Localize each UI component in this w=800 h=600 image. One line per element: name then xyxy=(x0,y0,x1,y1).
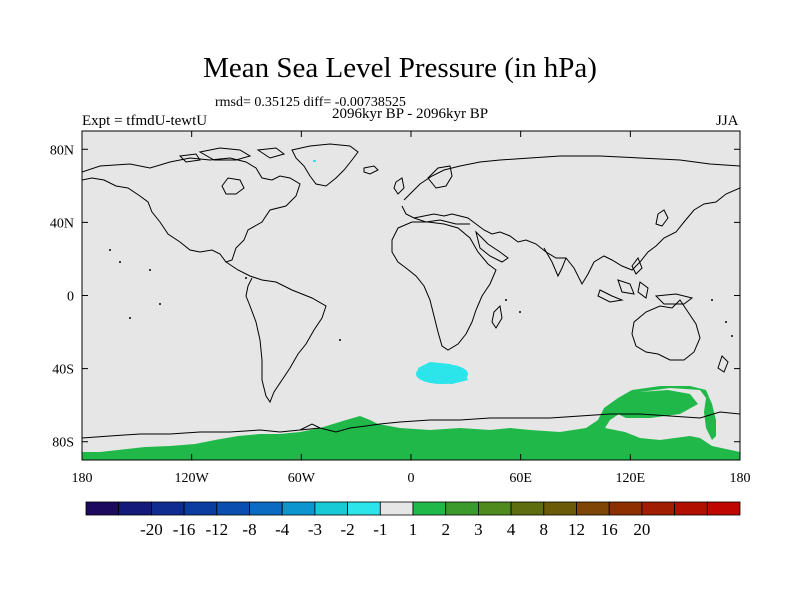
colorbar-label: -1 xyxy=(373,520,387,539)
coastline-north-america xyxy=(82,157,301,263)
lon-label: 180 xyxy=(72,471,93,486)
colorbar-label: 3 xyxy=(474,520,483,539)
colorbar-swatch xyxy=(576,501,610,516)
colorbar-swatch xyxy=(543,501,577,516)
colorbar-swatch xyxy=(216,501,250,516)
longitude-axis: 180 120W 60W 0 60E 120E 180 xyxy=(72,131,751,486)
positive-anomaly-region xyxy=(82,386,740,460)
colorbar-swatch xyxy=(249,501,283,516)
colorbar-swatch xyxy=(379,501,414,516)
colorbar-label: 8 xyxy=(540,520,549,539)
lon-label: 120E xyxy=(616,471,646,486)
colorbar-label: 4 xyxy=(507,520,516,539)
lon-label: 0 xyxy=(408,471,415,486)
colorbar-label: -2 xyxy=(341,520,355,539)
lat-label: 80S xyxy=(52,436,74,451)
colorbar-swatch xyxy=(510,501,545,516)
coastline-greenland xyxy=(291,143,359,187)
rmsd-diff-stats: rmsd= 0.35125 diff= -0.00738525 xyxy=(215,95,406,110)
colorbar-swatch xyxy=(641,501,676,516)
small-islands xyxy=(109,249,733,341)
colorbar-swatch xyxy=(118,501,152,516)
colorbar-label: 12 xyxy=(568,520,585,539)
coastline-australia xyxy=(631,299,701,361)
colorbar xyxy=(85,501,741,516)
lon-label: 60W xyxy=(288,471,316,486)
coastline-south-america xyxy=(225,261,327,404)
colorbar-swatch xyxy=(477,501,512,516)
lon-label: 120W xyxy=(175,471,210,486)
lon-label: 180 xyxy=(730,471,751,486)
colorbar-swatch xyxy=(674,501,708,516)
colorbar-swatch xyxy=(85,501,120,516)
coastlines xyxy=(82,143,740,439)
lat-label: 40S xyxy=(52,363,74,378)
colorbar-label: 2 xyxy=(441,520,450,539)
colorbar-label: 1 xyxy=(409,520,418,539)
lat-label: 0 xyxy=(67,290,74,305)
colorbar-swatch xyxy=(706,501,741,516)
coastline-africa xyxy=(391,221,497,351)
latitude-axis: 80N 40N 0 40S 80S xyxy=(50,143,740,451)
positive-anomaly-lobe xyxy=(606,390,698,418)
colorbar-swatch xyxy=(150,501,185,516)
colorbar-swatch xyxy=(608,501,643,516)
colorbar-swatch xyxy=(347,501,381,516)
colorbar-swatch xyxy=(445,501,479,516)
negative-anomaly-speck xyxy=(313,160,316,162)
colorbar-label: -16 xyxy=(173,520,196,539)
colorbar-swatch xyxy=(412,501,447,516)
colorbar-label: -20 xyxy=(140,520,163,539)
colorbar-label: -3 xyxy=(308,520,322,539)
time-period: 2096kyr BP - 2096kyr BP xyxy=(331,106,489,122)
colorbar-swatch xyxy=(281,501,316,516)
page-title: Mean Sea Level Pressure (in hPa) xyxy=(203,52,597,84)
lat-label: 40N xyxy=(50,216,74,231)
colorbar-label: 16 xyxy=(601,520,618,539)
experiment-label: Expt = tfmdU-tewtU xyxy=(82,113,208,129)
negative-anomaly-edge xyxy=(418,362,468,384)
colorbar-label: -12 xyxy=(205,520,228,539)
lat-label: 80N xyxy=(50,143,74,158)
colorbar-labels: -20 -16 -12 -8 -4 -3 -2 -1 1 2 3 4 8 12 16 20 xyxy=(140,520,650,539)
colorbar-label: 20 xyxy=(633,520,650,539)
season-label: JJA xyxy=(716,113,739,129)
colorbar-label: -8 xyxy=(242,520,256,539)
lon-label: 60E xyxy=(509,471,532,486)
colorbar-swatch xyxy=(314,501,348,516)
colorbar-label: -4 xyxy=(275,520,290,539)
coastline-antarctica xyxy=(82,411,740,439)
colorbar-swatch xyxy=(183,501,218,516)
